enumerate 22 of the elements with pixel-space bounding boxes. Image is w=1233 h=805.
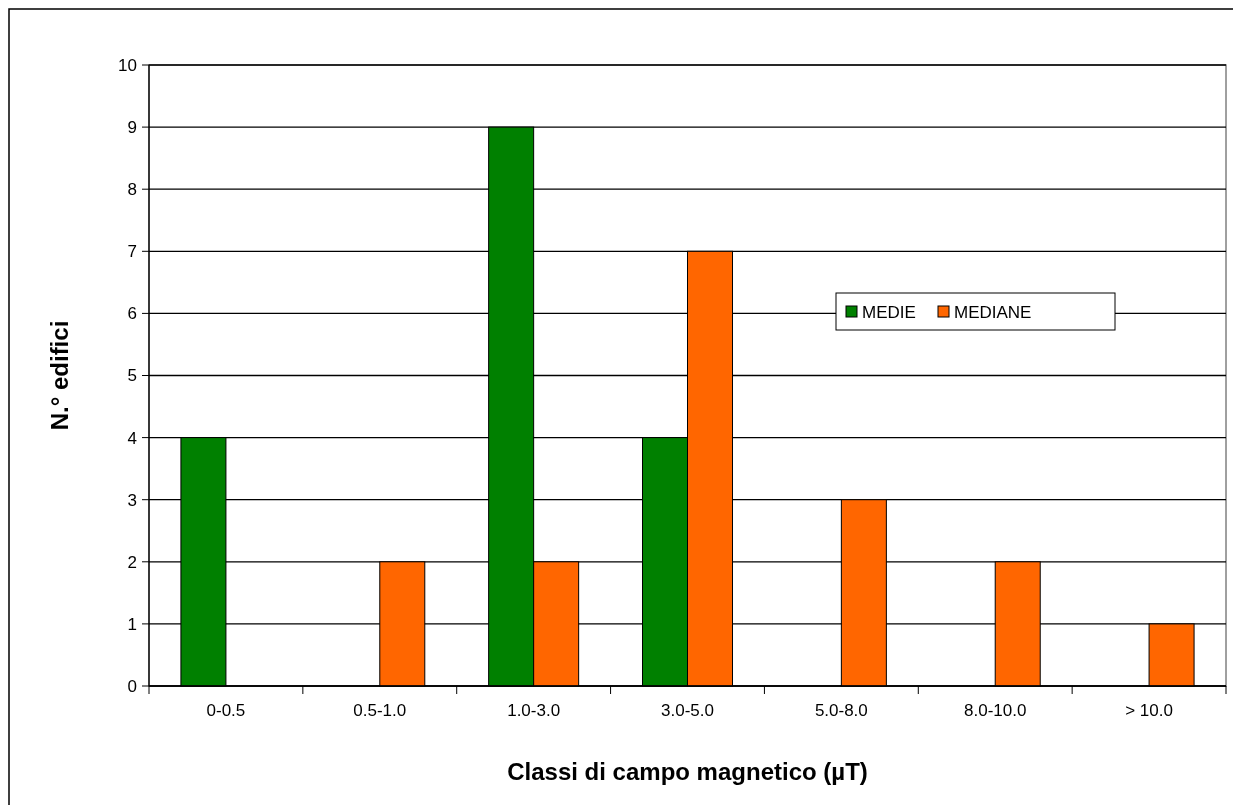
y-axis-title: N.° edifici	[46, 320, 73, 431]
x-tick-label: 8.0-10.0	[964, 701, 1027, 720]
x-tick-label: 0.5-1.0	[353, 701, 407, 720]
x-tick-label: 0-0.5	[206, 701, 246, 720]
y-tick-label: 6	[127, 304, 137, 324]
x-tick-label: 1.0-3.0	[507, 701, 561, 720]
y-tick-label: 1	[127, 614, 137, 634]
y-tick-label: 0	[127, 676, 137, 696]
y-tick-label: 10	[118, 55, 137, 75]
y-tick-label: 8	[127, 180, 137, 200]
y-tick-label: 3	[127, 490, 137, 510]
y-tick-label: 9	[127, 118, 137, 138]
x-tick-label: > 10.0	[1125, 701, 1173, 720]
legend-label: MEDIANE	[954, 302, 1032, 322]
y-tick-label: 7	[127, 242, 137, 262]
y-tick-label: 4	[127, 428, 137, 448]
x-axis-title: Classi di campo magnetico (µT)	[507, 758, 868, 785]
legend-label: MEDIE	[862, 302, 916, 322]
x-tick-label: 3.0-5.0	[661, 701, 714, 720]
y-tick-label: 5	[127, 366, 137, 386]
y-tick-label: 2	[127, 552, 137, 572]
x-tick-label: 5.0-8.0	[814, 701, 868, 720]
